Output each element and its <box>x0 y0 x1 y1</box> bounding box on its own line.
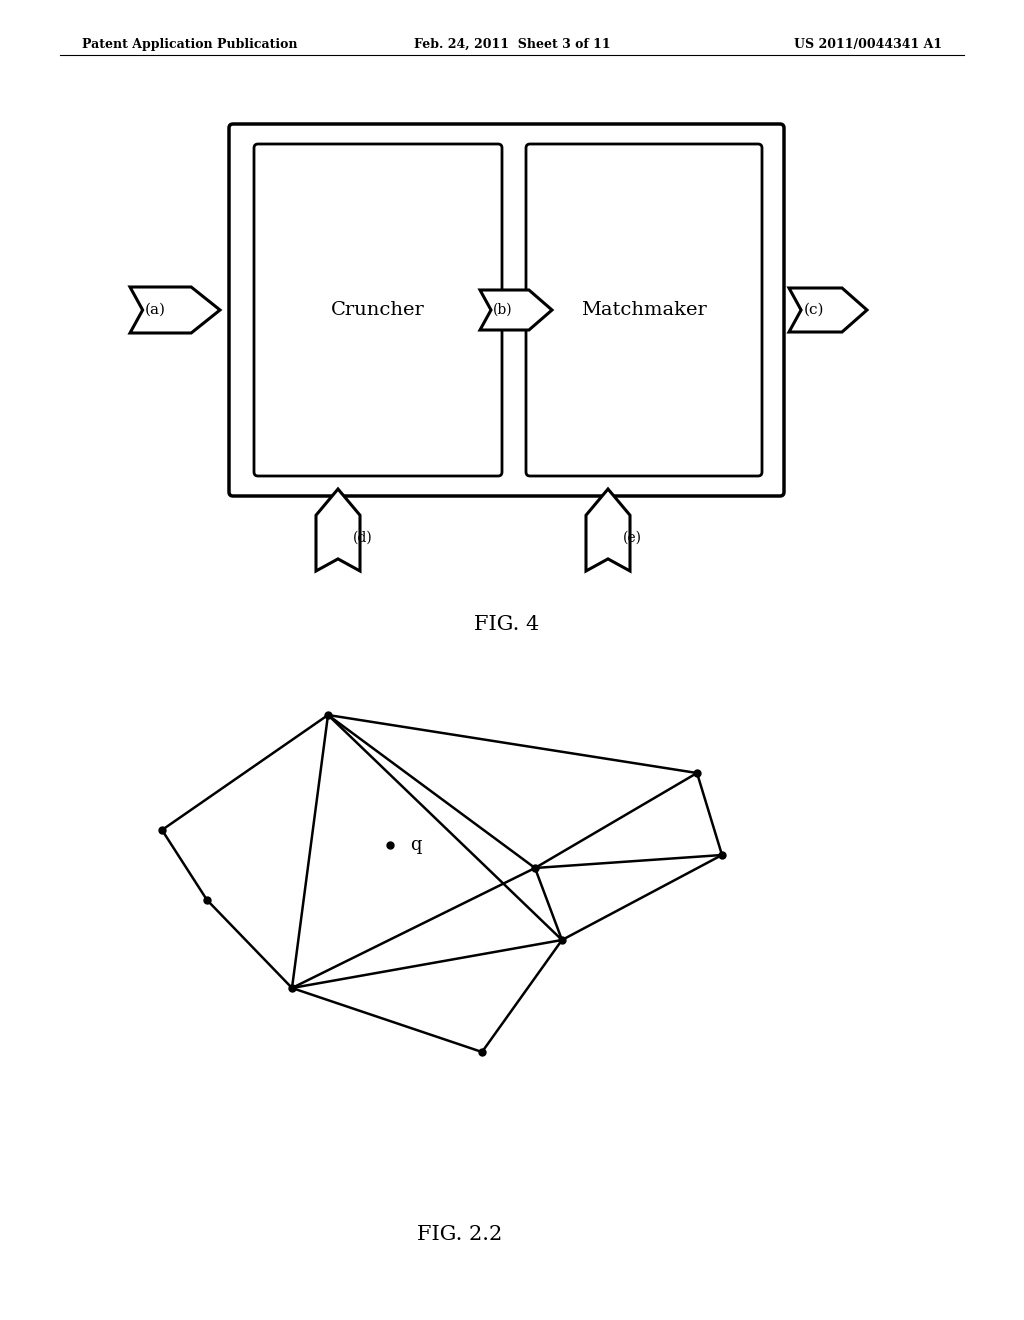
Polygon shape <box>480 290 552 330</box>
Text: US 2011/0044341 A1: US 2011/0044341 A1 <box>794 38 942 51</box>
FancyBboxPatch shape <box>526 144 762 477</box>
Text: (b): (b) <box>494 304 513 317</box>
FancyBboxPatch shape <box>229 124 784 496</box>
Text: Patent Application Publication: Patent Application Publication <box>82 38 298 51</box>
Polygon shape <box>790 288 867 333</box>
Text: FIG. 2.2: FIG. 2.2 <box>418 1225 503 1243</box>
Text: (d): (d) <box>353 531 373 545</box>
FancyBboxPatch shape <box>254 144 502 477</box>
Text: (c): (c) <box>804 304 824 317</box>
Polygon shape <box>130 286 220 333</box>
Text: Cruncher: Cruncher <box>331 301 425 319</box>
Text: q: q <box>410 836 422 854</box>
Polygon shape <box>586 488 630 572</box>
Text: Feb. 24, 2011  Sheet 3 of 11: Feb. 24, 2011 Sheet 3 of 11 <box>414 38 610 51</box>
Text: FIG. 4: FIG. 4 <box>474 615 540 634</box>
Text: (a): (a) <box>144 304 166 317</box>
Text: (e): (e) <box>623 531 642 545</box>
Text: Matchmaker: Matchmaker <box>582 301 707 319</box>
Polygon shape <box>316 488 360 572</box>
